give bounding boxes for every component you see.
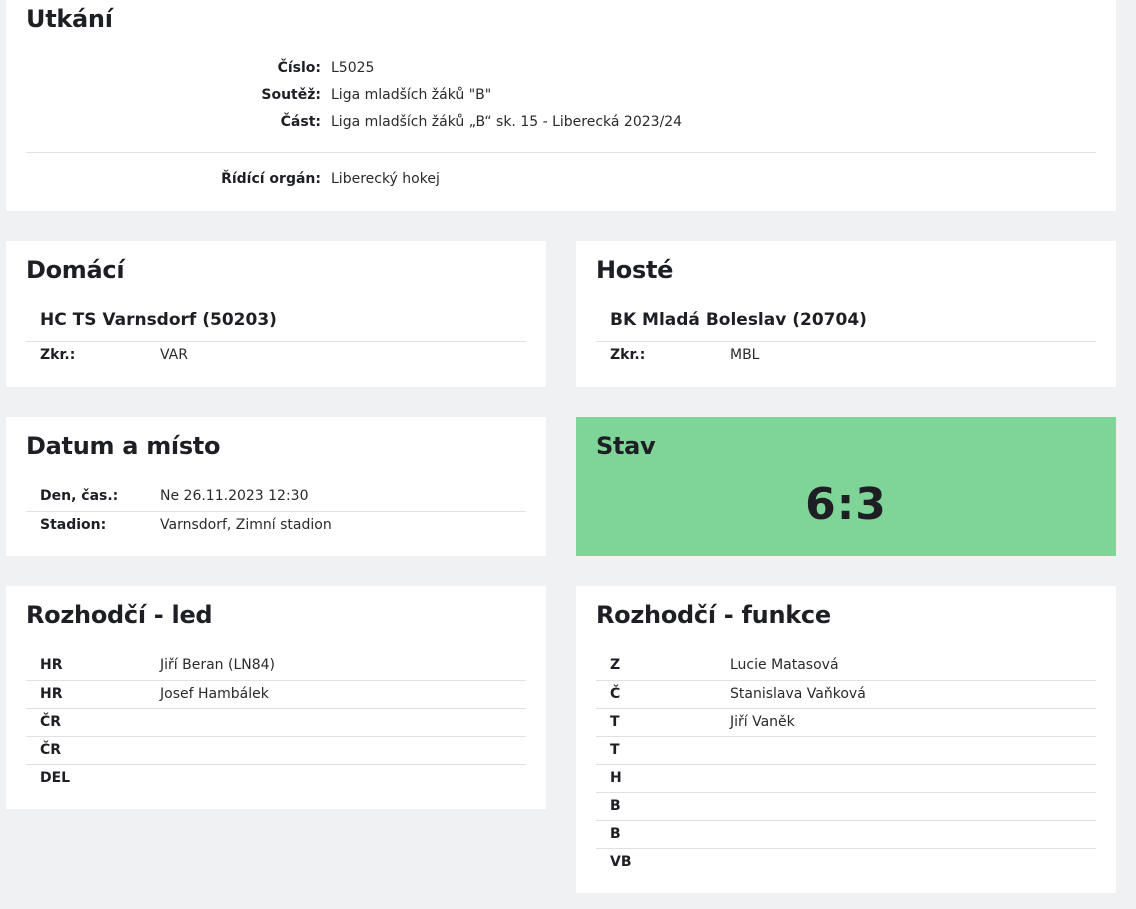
- date-place-card: Datum a místo Den, čas.: Ne 26.11.2023 1…: [6, 417, 546, 556]
- date-row: Den, čas.: Ne 26.11.2023 12:30: [26, 483, 526, 511]
- authority-label: Řídící orgán:: [221, 171, 321, 187]
- competition-value: Liga mladších žáků "B": [331, 87, 492, 103]
- ice-referees-title: Rozhodčí - led: [26, 601, 213, 629]
- table-row: T: [596, 736, 1096, 764]
- referee-name: Josef Hambálek: [160, 686, 269, 702]
- role-label: VB: [610, 854, 632, 870]
- ice-referees-table: HR Jiří Beran (LN84) HR Josef Hambálek Č…: [26, 652, 526, 792]
- away-title: Hosté: [596, 256, 674, 284]
- function-referees-table: Z Lucie Matasová Č Stanislava Vaňková T …: [596, 652, 1096, 876]
- authority-value: Liberecký hokej: [331, 171, 440, 187]
- role-label: ČR: [40, 742, 62, 758]
- role-label: B: [610, 826, 621, 842]
- role-label: B: [610, 798, 621, 814]
- role-label: DEL: [40, 770, 71, 786]
- home-details-table: Zkr.: VAR: [26, 341, 526, 370]
- away-abbr-label: Zkr.:: [610, 347, 646, 363]
- official-name: Lucie Matasová: [730, 657, 839, 673]
- referee-name: Jiří Beran (LN84): [160, 657, 276, 673]
- role-label: Č: [610, 686, 621, 702]
- role-label: T: [610, 714, 620, 730]
- match-title: Utkání: [26, 5, 113, 33]
- match-info-card: Utkání Číslo: L5025 Soutěž: Liga mladšíc…: [6, 0, 1116, 211]
- home-abbr-label: Zkr.:: [40, 347, 76, 363]
- match-number-row: Číslo: L5025: [6, 60, 1116, 80]
- stadium-value: Varnsdorf, Zimní stadion: [160, 517, 332, 533]
- away-abbr-value: MBL: [730, 347, 760, 363]
- table-row: Č Stanislava Vaňková: [596, 680, 1096, 708]
- match-number-label: Číslo:: [277, 60, 321, 76]
- official-name: Stanislava Vaňková: [730, 686, 866, 702]
- match-number-value: L5025: [331, 60, 375, 76]
- ice-referees-card: Rozhodčí - led HR Jiří Beran (LN84) HR J…: [6, 586, 546, 809]
- date-label: Den, čas.:: [40, 488, 119, 504]
- home-team-name: HC TS Varnsdorf (50203): [40, 310, 277, 330]
- away-abbr-row: Zkr.: MBL: [596, 342, 1096, 370]
- role-label: ČR: [40, 714, 62, 730]
- role-label: H: [610, 770, 622, 786]
- role-label: HR: [40, 686, 63, 702]
- competition-row: Soutěž: Liga mladších žáků "B": [6, 87, 1116, 107]
- table-row: HR Josef Hambálek: [26, 680, 526, 708]
- table-row: VB: [596, 848, 1096, 876]
- table-row: DEL: [26, 764, 526, 792]
- role-label: T: [610, 742, 620, 758]
- part-row: Část: Liga mladších žáků „B“ sk. 15 - Li…: [6, 114, 1116, 134]
- date-place-table: Den, čas.: Ne 26.11.2023 12:30 Stadion: …: [26, 483, 526, 539]
- table-row: B: [596, 820, 1096, 848]
- function-referees-title: Rozhodčí - funkce: [596, 601, 831, 629]
- part-label: Část:: [280, 114, 321, 130]
- table-row: T Jiří Vaněk: [596, 708, 1096, 736]
- table-row: B: [596, 792, 1096, 820]
- official-name: Jiří Vaněk: [730, 714, 795, 730]
- away-team-name: BK Mladá Boleslav (20704): [610, 310, 867, 330]
- competition-label: Soutěž:: [261, 87, 321, 103]
- score-card: Stav 6:3: [576, 417, 1116, 556]
- home-abbr-value: VAR: [160, 347, 188, 363]
- table-row: HR Jiří Beran (LN84): [26, 652, 526, 680]
- table-row: ČR: [26, 736, 526, 764]
- table-row: H: [596, 764, 1096, 792]
- home-team-card: Domácí HC TS Varnsdorf (50203) Zkr.: VAR: [6, 241, 546, 387]
- table-row: ČR: [26, 708, 526, 736]
- authority-row: Řídící orgán: Liberecký hokej: [6, 171, 1116, 191]
- divider: [26, 152, 1096, 153]
- away-team-card: Hosté BK Mladá Boleslav (20704) Zkr.: MB…: [576, 241, 1116, 387]
- stadium-label: Stadion:: [40, 517, 107, 533]
- home-title: Domácí: [26, 256, 125, 284]
- date-value: Ne 26.11.2023 12:30: [160, 488, 309, 504]
- score-title: Stav: [596, 432, 656, 460]
- away-details-table: Zkr.: MBL: [596, 341, 1096, 370]
- score-value: 6:3: [805, 479, 887, 530]
- role-label: Z: [610, 657, 621, 673]
- stadium-row: Stadion: Varnsdorf, Zimní stadion: [26, 511, 526, 539]
- home-abbr-row: Zkr.: VAR: [26, 342, 526, 370]
- part-value: Liga mladších žáků „B“ sk. 15 - Libereck…: [331, 114, 683, 130]
- date-place-title: Datum a místo: [26, 432, 221, 460]
- function-referees-card: Rozhodčí - funkce Z Lucie Matasová Č Sta…: [576, 586, 1116, 893]
- role-label: HR: [40, 657, 63, 673]
- table-row: Z Lucie Matasová: [596, 652, 1096, 680]
